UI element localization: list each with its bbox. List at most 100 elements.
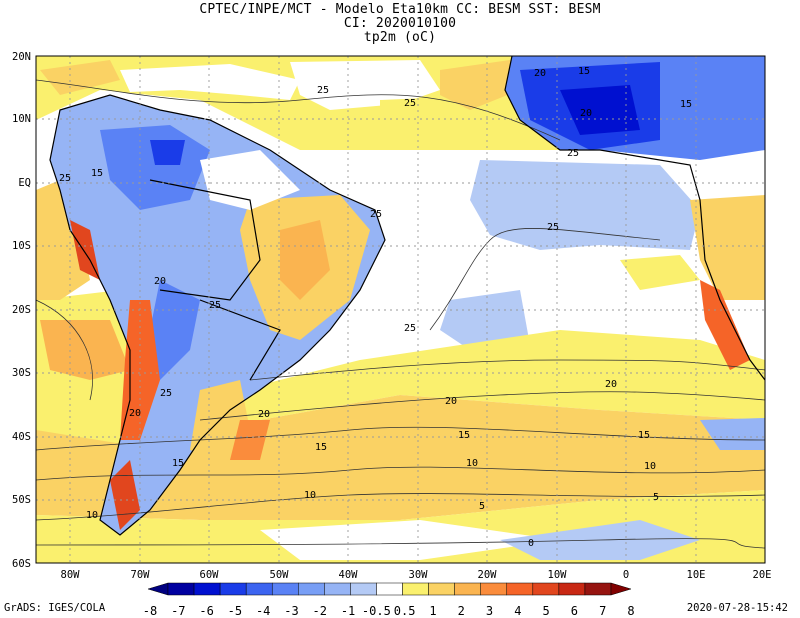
colorbar-label: 4 — [514, 604, 521, 618]
contour-label: 10 — [304, 490, 316, 501]
contour-label: 10 — [644, 461, 656, 472]
colorbar-swatch — [193, 582, 221, 596]
colorbar-left-arrow — [147, 582, 169, 596]
lon-tick-label: 10W — [548, 569, 568, 581]
contour-label: 25 — [547, 222, 559, 233]
colorbar-swatch — [298, 582, 325, 596]
title-line-2: CI: 2020010100 — [343, 16, 457, 31]
lat-tick-label: 20N — [12, 51, 31, 63]
contour-label: 20 — [605, 379, 617, 390]
colorbar-swatch — [532, 582, 560, 596]
lon-tick-label: 0 — [623, 569, 629, 581]
colorbar-label: 2 — [458, 604, 465, 618]
contour-label: 20 — [580, 108, 592, 119]
contour-label: 20 — [445, 396, 457, 407]
contour-label: 20 — [129, 408, 141, 419]
longitude-axis: 80W 70W 60W 50W 40W 30W 20W 10W 0 10E 20… — [61, 569, 772, 581]
colorbar-swatch — [428, 582, 455, 596]
colorbar-label: 5 — [543, 604, 550, 618]
lat-tick-label: 20S — [12, 304, 31, 316]
lon-tick-label: 80W — [61, 569, 81, 581]
colorbar-label: 3 — [486, 604, 493, 618]
contour-label: 5 — [653, 492, 659, 503]
colorbar-swatch — [167, 582, 195, 596]
contour-label: 20 — [258, 409, 270, 420]
grads-credit: GrADS: IGES/COLA — [4, 602, 106, 614]
contour-label: 5 — [479, 501, 485, 512]
contour-label-layer: 25 25 20 15 15 25 25 20 15 25 25 20 20 1… — [59, 66, 692, 549]
colorbar-swatch — [584, 582, 612, 596]
coastlines — [49, 56, 765, 536]
colorbar-swatch — [558, 582, 586, 596]
colorbar-right-arrow — [610, 582, 632, 596]
colorbar-swatch — [376, 582, 403, 596]
lat-tick-label: 40S — [12, 431, 31, 443]
lon-tick-label: 40W — [339, 569, 359, 581]
lat-tick-label: 60S — [12, 558, 31, 570]
contour-label: 25 — [404, 323, 416, 334]
lat-tick-label: 50S — [12, 494, 31, 506]
contour-label: 25 — [160, 388, 172, 399]
lon-tick-label: 20E — [753, 569, 772, 581]
colorbar-label: -8 — [143, 604, 157, 618]
isotherm-contours — [36, 79, 765, 549]
colorbar-swatch — [454, 582, 481, 596]
lon-tick-label: 60W — [200, 569, 220, 581]
title-line-3: tp2m (oC) — [363, 30, 437, 45]
lon-tick-label: 70W — [131, 569, 151, 581]
lat-tick-label: 10N — [12, 113, 31, 125]
contour-label: 15 — [458, 430, 470, 441]
colorbar-label: 1 — [429, 604, 436, 618]
contour-label: 15 — [680, 99, 692, 110]
contour-label: 15 — [172, 458, 184, 469]
contour-label: 15 — [578, 66, 590, 77]
colorbar-swatch — [350, 582, 377, 596]
colorbar-label: -2 — [313, 604, 327, 618]
contour-label: 25 — [317, 85, 329, 96]
contour-label: 10 — [466, 458, 478, 469]
timestamp: 2020-07-28-15:42 — [686, 602, 788, 614]
contour-label: 25 — [370, 209, 382, 220]
colorbar-label: -4 — [256, 604, 270, 618]
latitude-axis: 20N 10N EQ 10S 20S 30S 40S 50S 60S — [12, 51, 31, 570]
colorbar-swatch — [245, 582, 273, 596]
contour-label: 25 — [209, 300, 221, 311]
contour-label: 25 — [567, 148, 579, 159]
lon-tick-label: 10E — [687, 569, 706, 581]
lon-tick-label: 50W — [270, 569, 290, 581]
contour-label: 25 — [59, 173, 71, 184]
contour-label: 15 — [638, 430, 650, 441]
contour-label: 25 — [404, 98, 416, 109]
colorbar-label: -7 — [171, 604, 185, 618]
colorbar-label: 6 — [571, 604, 578, 618]
colorbar-label: 7 — [599, 604, 606, 618]
colorbar-swatch — [402, 582, 429, 596]
contour-label: 20 — [154, 276, 166, 287]
colorbar-swatch — [219, 582, 247, 596]
colorbar: -8 -7 -6 -5 -4 -3 -2 -1 -0.5 0.5 1 2 3 4 5 6 7 8 — [143, 582, 635, 618]
map-frame — [35, 55, 766, 564]
colorbar-swatch — [480, 582, 508, 596]
colorbar-label: -5 — [228, 604, 242, 618]
contour-label: 20 — [534, 68, 546, 79]
colorbar-swatch — [324, 582, 351, 596]
lat-tick-label: EQ — [18, 177, 31, 189]
colorbar-label: -3 — [284, 604, 298, 618]
colorbar-label: -6 — [199, 604, 213, 618]
colorbar-label: -0.5 — [362, 604, 391, 618]
contour-label: 15 — [91, 168, 103, 179]
lat-tick-label: 10S — [12, 240, 31, 252]
colorbar-swatch — [506, 582, 534, 596]
title-line-1: CPTEC/INPE/MCT - Modelo Eta10km CC: BESM… — [199, 2, 601, 17]
contour-label: 10 — [86, 510, 98, 521]
lat-tick-label: 30S — [12, 367, 31, 379]
colorbar-label: -1 — [341, 604, 355, 618]
contour-label: 15 — [315, 442, 327, 453]
lon-tick-label: 30W — [409, 569, 429, 581]
colorbar-label: 8 — [627, 604, 634, 618]
colorbar-label: 0.5 — [394, 604, 416, 618]
lon-tick-label: 20W — [478, 569, 498, 581]
contour-label: 0 — [528, 538, 534, 549]
temperature-anomaly-field — [36, 56, 765, 563]
